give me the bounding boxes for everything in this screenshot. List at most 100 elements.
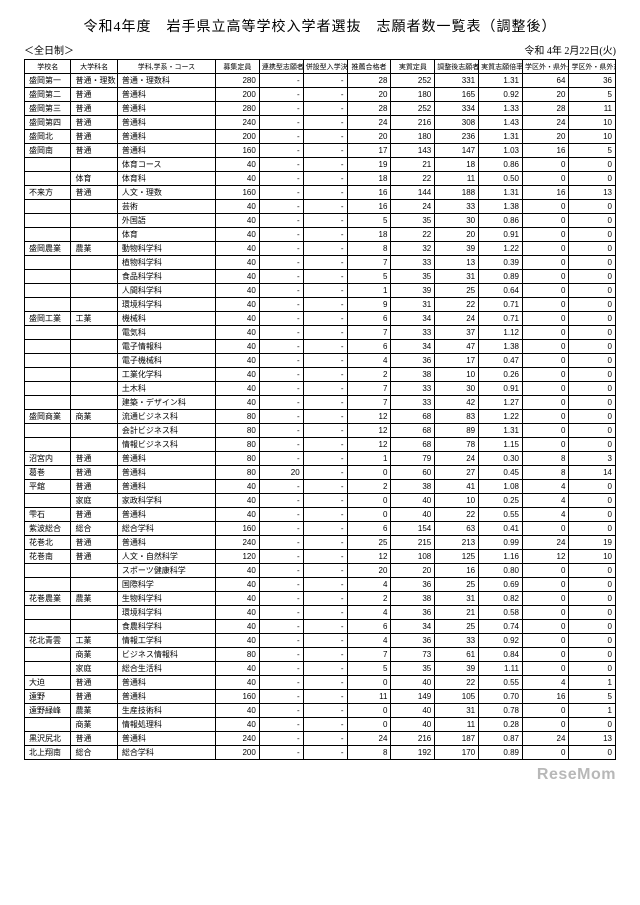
cell-text: 総合生活科 xyxy=(117,662,215,676)
cell-num: - xyxy=(259,144,303,158)
cell-num: 64 xyxy=(522,74,568,88)
cell-text xyxy=(71,564,117,578)
cell-num: 0.55 xyxy=(479,676,523,690)
cell-text: 体育 xyxy=(71,172,117,186)
cell-text: 工業化学科 xyxy=(117,368,215,382)
cell-num: 22 xyxy=(391,228,435,242)
cell-num: 22 xyxy=(435,508,479,522)
cell-num: - xyxy=(303,578,347,592)
cell-num: 0 xyxy=(569,662,616,676)
cell-text: 植物科学科 xyxy=(117,256,215,270)
cell-num: - xyxy=(303,718,347,732)
cell-text: 体育コース xyxy=(117,158,215,172)
cell-num: 80 xyxy=(215,438,259,452)
cell-num: - xyxy=(259,396,303,410)
cell-num: 80 xyxy=(215,410,259,424)
cell-num: 40 xyxy=(215,354,259,368)
table-row: 会計ビジネス科80--1268891.3100 xyxy=(25,424,616,438)
cell-text: 不来方 xyxy=(25,186,71,200)
cell-num: - xyxy=(303,620,347,634)
cell-text xyxy=(25,564,71,578)
cell-num: 40 xyxy=(215,270,259,284)
cell-num: - xyxy=(303,522,347,536)
cell-text: 流通ビジネス科 xyxy=(117,410,215,424)
cell-text xyxy=(25,424,71,438)
cell-num: 40 xyxy=(391,676,435,690)
cell-num: 40 xyxy=(215,158,259,172)
cell-text: 普通 xyxy=(71,88,117,102)
cell-num: 24 xyxy=(347,732,391,746)
cell-num: 16 xyxy=(347,186,391,200)
cell-num: 0.71 xyxy=(479,298,523,312)
cell-num: 144 xyxy=(391,186,435,200)
cell-num: 0 xyxy=(522,410,568,424)
cell-text: 生物科学科 xyxy=(117,592,215,606)
table-row: 沼宮内普通普通科80--179240.3083 xyxy=(25,452,616,466)
cell-num: - xyxy=(303,494,347,508)
cell-num: 1.27 xyxy=(479,396,523,410)
cell-text: 花北青雲 xyxy=(25,634,71,648)
table-row: 体育コース40--1921180.8600 xyxy=(25,158,616,172)
cell-num: - xyxy=(303,172,347,186)
cell-num: 36 xyxy=(391,578,435,592)
cell-num: - xyxy=(259,606,303,620)
table-row: 花北青雲工業情報工学科40--436330.9200 xyxy=(25,634,616,648)
cell-num: 39 xyxy=(435,662,479,676)
cell-text xyxy=(71,214,117,228)
cell-num: 40 xyxy=(215,312,259,326)
cell-num: 40 xyxy=(215,480,259,494)
cell-text xyxy=(71,158,117,172)
cell-num: - xyxy=(259,312,303,326)
table-row: 盛岡第三普通普通科280--282523341.332811 xyxy=(25,102,616,116)
cell-num: - xyxy=(259,564,303,578)
cell-num: 33 xyxy=(391,382,435,396)
table-row: 芸術40--1624331.3800 xyxy=(25,200,616,214)
table-row: 環境科学科40--436210.5800 xyxy=(25,606,616,620)
cell-text: 遠野緑峰 xyxy=(25,704,71,718)
cell-text xyxy=(25,648,71,662)
cell-num: 160 xyxy=(215,144,259,158)
cell-num: 68 xyxy=(391,438,435,452)
cell-num: 73 xyxy=(391,648,435,662)
cell-text: 電子情報科 xyxy=(117,340,215,354)
cell-num: 1.43 xyxy=(479,116,523,130)
cell-num: - xyxy=(259,354,303,368)
cell-num: - xyxy=(303,326,347,340)
cell-num: 0.69 xyxy=(479,578,523,592)
cell-num: - xyxy=(259,172,303,186)
cell-text: 普通科 xyxy=(117,144,215,158)
cell-text xyxy=(71,620,117,634)
cell-num: 0 xyxy=(522,242,568,256)
cell-text: 遠野 xyxy=(25,690,71,704)
cell-num: - xyxy=(303,228,347,242)
cell-num: 80 xyxy=(215,648,259,662)
cell-num: 7 xyxy=(347,326,391,340)
cell-num: - xyxy=(259,186,303,200)
cell-num: 2 xyxy=(347,368,391,382)
cell-num: 6 xyxy=(347,620,391,634)
cell-num: 6 xyxy=(347,522,391,536)
cell-num: - xyxy=(303,466,347,480)
table-row: 葛巻普通普通科8020-060270.45814 xyxy=(25,466,616,480)
table-row: 盛岡第二普通普通科200--201801650.92205 xyxy=(25,88,616,102)
cell-text: 普通 xyxy=(71,102,117,116)
table-head: 学校名大学科名学科,学系・コース募集定員連携型志願者併設型入学決定者推薦合格者実… xyxy=(25,60,616,74)
cell-num: 30 xyxy=(435,214,479,228)
cell-num: 10 xyxy=(435,368,479,382)
cell-text: 盛岡農業 xyxy=(25,242,71,256)
cell-text: 総合 xyxy=(71,522,117,536)
table-row: 体育40--1822200.9100 xyxy=(25,228,616,242)
cell-num: - xyxy=(303,606,347,620)
cell-num: 4 xyxy=(522,676,568,690)
cell-num: 0.92 xyxy=(479,634,523,648)
cell-num: 40 xyxy=(215,340,259,354)
col-header: 学区外・県外最大入学者数 xyxy=(522,60,568,74)
cell-num: 89 xyxy=(435,424,479,438)
cell-num: 0 xyxy=(522,648,568,662)
cell-text xyxy=(25,396,71,410)
cell-num: - xyxy=(259,340,303,354)
cell-text: 花巻南 xyxy=(25,550,71,564)
cell-num: - xyxy=(303,564,347,578)
cell-num: 1.16 xyxy=(479,550,523,564)
cell-text: 普通 xyxy=(71,676,117,690)
